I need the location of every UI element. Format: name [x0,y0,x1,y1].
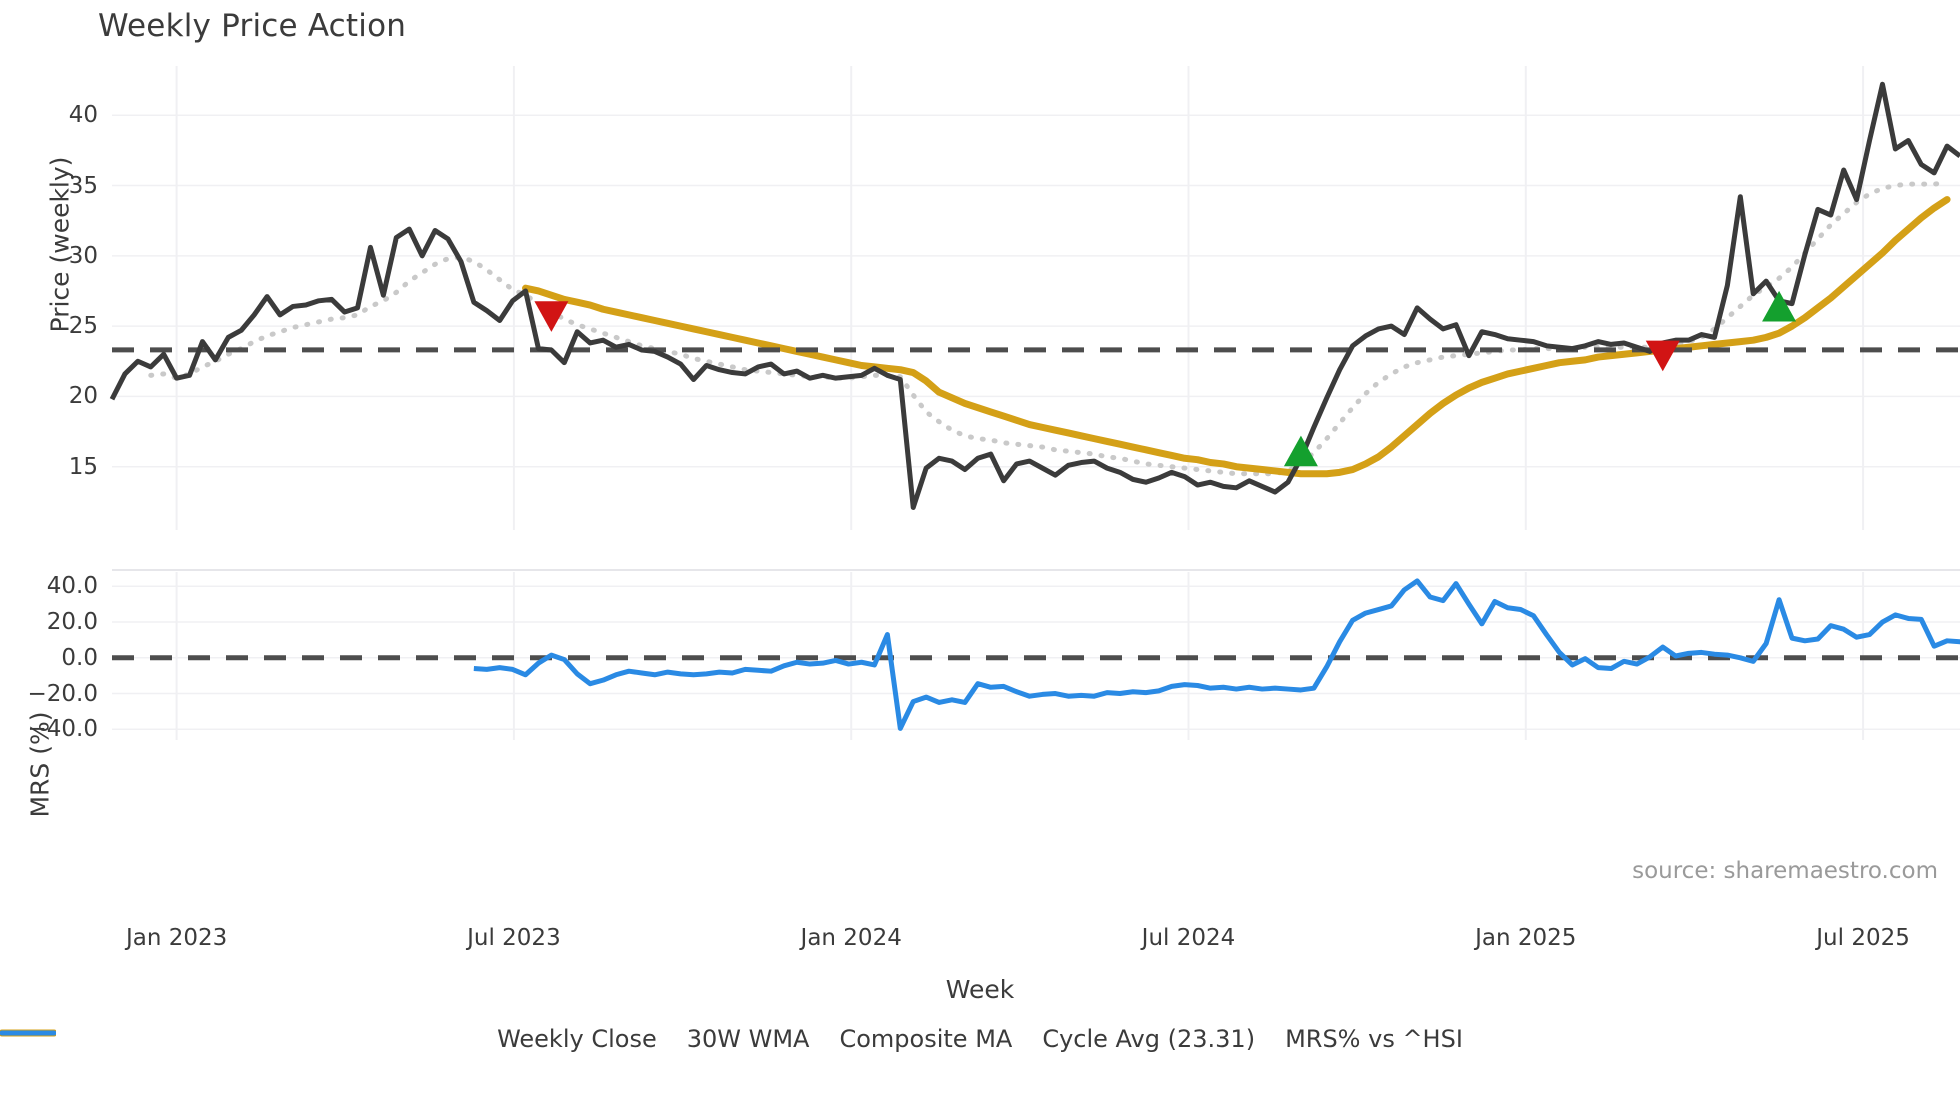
chart-legend: Weekly Close 30W WMA Composite MA Cycle Avg… [0,1025,1960,1053]
mrs-y-tick: −40.0 [27,716,98,743]
price-y-tick: 35 [68,172,98,199]
legend-label: Cycle Avg (23.31) [1042,1025,1256,1053]
price-y-tick: 20 [68,383,98,410]
price-y-tick: 30 [68,242,98,269]
mrs-y-tick: −20.0 [27,680,98,707]
x-tick: Jan 2025 [1475,925,1577,951]
x-tick: Jan 2024 [800,925,902,951]
buy-marker-icon [1283,435,1318,467]
legend-item[interactable]: Weekly Close [0,1025,657,1053]
weekly-close-line [109,81,1960,510]
mrs-y-tick: 0.0 [61,644,98,671]
source-watermark: source: sharemaestro.com [1632,858,1938,884]
legend-label: 30W WMA [686,1025,810,1053]
x-tick: Jul 2025 [1816,925,1910,951]
legend-item[interactable]: MRS% vs ^HSI [0,1025,1463,1053]
mrs-y-tick-labels: 40.0 20.0 0.0 −20.0 −40.0 [0,0,112,1102]
legend-item[interactable]: Cycle Avg (23.31) [0,1025,1256,1053]
x-axis-label: Week [945,975,1015,1004]
sell-marker-icon [1645,340,1680,372]
chart-title: Weekly Price Action [98,8,407,44]
x-tick: Jan 2023 [125,925,228,951]
mrs-line [473,578,1960,731]
legend-swatch-5 [0,1030,56,1036]
buy-marker-icon [1762,290,1797,322]
legend-label: MRS% vs ^HSI [1285,1025,1463,1053]
mrs-y-tick: 20.0 [46,609,98,636]
legend-label: Composite MA [839,1025,1013,1053]
price-y-tick: 25 [68,313,98,340]
legend-item[interactable]: Composite MA [0,1025,1013,1053]
price-y-tick: 40 [68,102,98,129]
x-tick: Jul 2024 [1141,925,1236,951]
x-tick: Jul 2023 [467,925,561,951]
mrs-y-tick: 40.0 [46,573,98,600]
price-y-tick: 15 [68,453,98,480]
legend-label: Weekly Close [497,1025,657,1053]
wma-line [522,196,1951,478]
sell-marker-icon [534,301,569,332]
price-y-tick-labels: 40 35 30 25 20 15 [0,0,112,1102]
legend-item[interactable]: 30W WMA [0,1025,810,1053]
x-tick-labels: Jan 2023 Jul 2023 Jan 2024 Jul 2024 Jan 2025… [0,925,1960,965]
